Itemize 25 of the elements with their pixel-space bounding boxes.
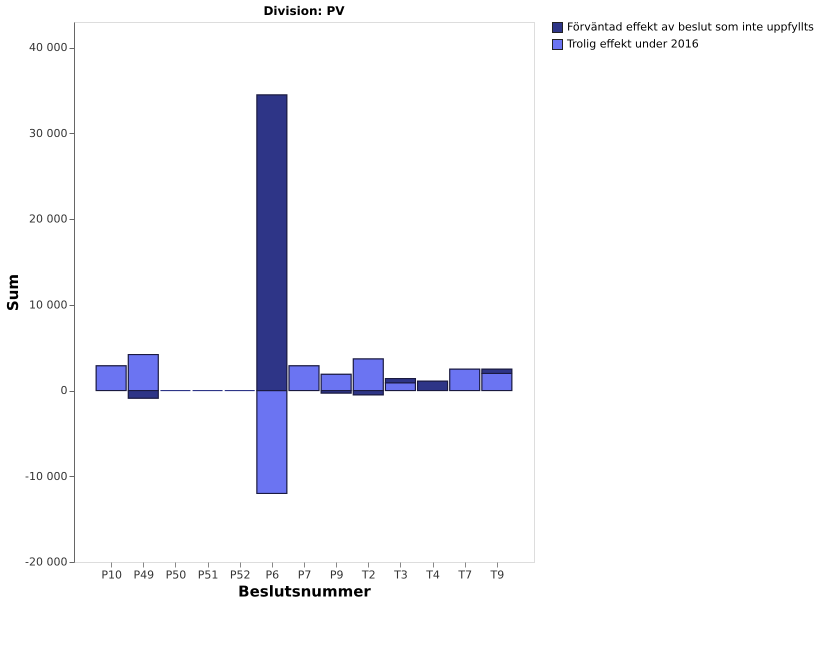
x-tick-label: T3 bbox=[393, 568, 408, 582]
x-tick-label: P10 bbox=[101, 568, 122, 582]
y-tick-label: -20 000 bbox=[25, 556, 68, 568]
y-tick-label: 30 000 bbox=[29, 126, 68, 140]
chart-title: Division: PV bbox=[263, 4, 346, 18]
y-tick-label: 20 000 bbox=[29, 212, 68, 226]
x-axis-title: Beslutsnummer bbox=[238, 582, 372, 600]
x-tick-label: P51 bbox=[198, 568, 218, 582]
x-tick-label: T7 bbox=[457, 568, 472, 582]
x-tick-label: T9 bbox=[490, 568, 504, 582]
legend-label: Förväntad effekt av beslut som inte uppfyllts bbox=[567, 20, 814, 34]
y-tick-label: 10 000 bbox=[29, 298, 68, 312]
y-tick-label: 40 000 bbox=[29, 41, 68, 54]
x-tick-label: P49 bbox=[133, 568, 154, 582]
x-tick-label: T4 bbox=[425, 568, 440, 582]
x-tick-label: T2 bbox=[360, 568, 376, 582]
x-tick-label: P9 bbox=[330, 568, 344, 582]
legend-label: Trolig effekt under 2016 bbox=[566, 38, 699, 50]
x-tick-label: P50 bbox=[166, 568, 186, 582]
y-tick-label: 0 bbox=[60, 384, 68, 398]
x-tick-label: P6 bbox=[266, 568, 280, 582]
x-tick-label: P7 bbox=[298, 568, 312, 582]
y-tick-label: -10 000 bbox=[25, 470, 68, 483]
x-tick-label: P52 bbox=[230, 568, 251, 582]
y-axis-title: Sum bbox=[4, 274, 22, 312]
